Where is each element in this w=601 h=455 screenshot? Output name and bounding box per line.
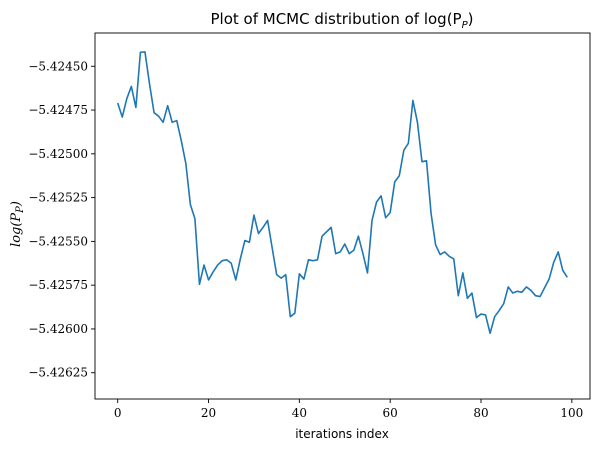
y-axis-label-main: log(P	[9, 213, 24, 247]
x-tick-label: 60	[383, 406, 398, 420]
chart-title-suffix: )	[468, 10, 474, 28]
x-tick-label: 20	[201, 406, 216, 420]
y-tick-label: −5.42550	[28, 234, 88, 248]
x-axis-label: iterations index	[295, 427, 389, 441]
y-tick-label: −5.42500	[28, 147, 88, 161]
series-line	[116, 51, 568, 335]
axes-frame	[94, 32, 591, 400]
y-tick-label: −5.42575	[28, 278, 88, 292]
y-tick-label: −5.42475	[28, 103, 88, 117]
y-tick-label: −5.42525	[28, 191, 88, 205]
chart-title: Plot of MCMC distribution of log(PP)	[211, 10, 474, 31]
y-axis-label: log(PP)	[9, 201, 26, 247]
y-axis-label-suffix: )	[9, 201, 24, 207]
x-tick-label: 80	[473, 406, 488, 420]
plot-area: 0 20 40 60 80 100 −5.42450 −5.42475 −5.42500 −5.4…	[28, 32, 591, 420]
y-axis-label-subscript: P	[15, 206, 26, 214]
y-tick-label: −5.42600	[28, 322, 88, 336]
chart-title-subscript: P	[462, 20, 469, 31]
chart-title-main: Plot of MCMC distribution of log(P	[211, 10, 462, 28]
y-tick-label: −5.42450	[28, 59, 88, 73]
y-tick-label: −5.42625	[28, 366, 88, 380]
x-tick-label: 0	[114, 406, 122, 420]
x-tick-label: 100	[560, 406, 583, 420]
x-tick-label: 40	[292, 406, 307, 420]
